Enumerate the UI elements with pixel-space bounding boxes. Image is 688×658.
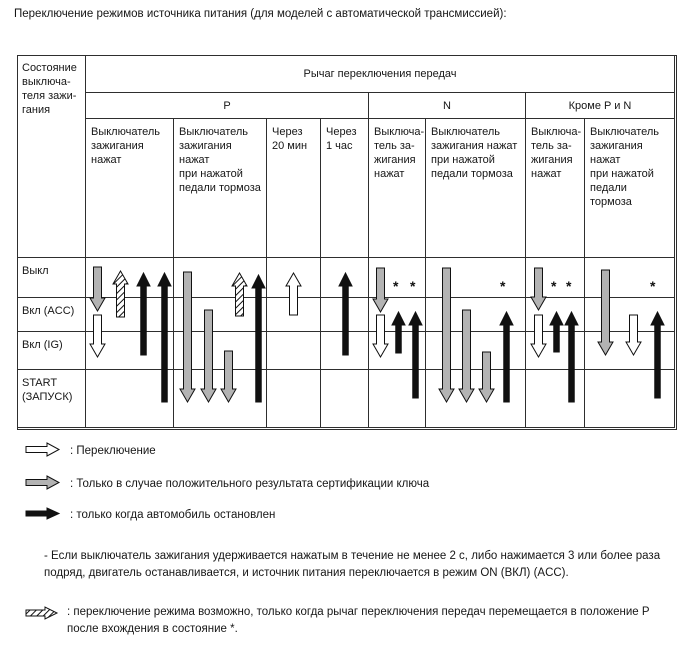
header-group-cell: Кроме P и N bbox=[526, 93, 675, 119]
gray-arrow-down bbox=[178, 271, 196, 404]
header-col-cell: Через 20 мин bbox=[267, 119, 321, 258]
body-cell bbox=[585, 332, 675, 370]
gray-arrow-down bbox=[88, 266, 106, 313]
black-arrow-up bbox=[337, 271, 353, 356]
body-cell bbox=[86, 298, 174, 332]
gray-arrow-down bbox=[596, 269, 614, 357]
legend-stopped-label: : только когда автомобиль остановлен bbox=[70, 509, 276, 521]
body-cell bbox=[86, 332, 174, 370]
black-arrow-up bbox=[135, 271, 151, 356]
body-cell bbox=[86, 370, 174, 428]
white-arrow-down bbox=[371, 314, 389, 359]
body-cell bbox=[585, 258, 675, 298]
header-col-cell: Выключатель зажигания нажат bbox=[86, 119, 174, 258]
header-col-cell: Выключатель зажигания нажат при нажатой … bbox=[426, 119, 526, 258]
body-cell bbox=[267, 332, 321, 370]
header-state-cell: Состояние выключа- теля зажи- гания bbox=[17, 55, 86, 258]
asterisk-marker: * bbox=[410, 278, 416, 294]
white-arrow-right bbox=[25, 442, 61, 457]
body-cell bbox=[526, 370, 585, 428]
legend-key-cert-label: : Только в случае положительного результ… bbox=[70, 478, 430, 490]
body-cell bbox=[86, 258, 174, 298]
row-label-cell: Вкл (IG) bbox=[17, 332, 86, 370]
row-label-cell: START (ЗАПУСК) bbox=[17, 370, 86, 428]
body-cell bbox=[526, 332, 585, 370]
white-arrow-down bbox=[624, 314, 642, 357]
header-gear-lever-cell: Рычаг переключения передач bbox=[86, 55, 675, 93]
body-cell bbox=[174, 298, 267, 332]
body-cell bbox=[526, 258, 585, 298]
header-col-cell: Выключатель зажигания нажат при нажатой … bbox=[174, 119, 267, 258]
body-cell bbox=[426, 258, 526, 298]
row-label-cell: Выкл bbox=[17, 258, 86, 298]
gray-arrow-down bbox=[437, 267, 455, 404]
hatched-arrow-up bbox=[111, 269, 129, 318]
header-col-cell: Выключатель зажигания нажат при нажатой … bbox=[585, 119, 675, 258]
body-cell bbox=[321, 332, 369, 370]
gray-arrow-down bbox=[371, 267, 389, 314]
body-cell bbox=[369, 258, 426, 298]
gray-arrow-right bbox=[25, 475, 61, 490]
black-arrow-up bbox=[250, 273, 266, 403]
gray-arrow-down bbox=[529, 267, 547, 312]
body-cell bbox=[267, 370, 321, 428]
body-cell bbox=[369, 332, 426, 370]
black-arrow-up bbox=[548, 310, 564, 353]
power-mode-table bbox=[17, 55, 677, 430]
legend-switch-label: : Переключение bbox=[70, 445, 156, 457]
asterisk-marker: * bbox=[500, 278, 506, 294]
asterisk-marker: * bbox=[650, 278, 656, 294]
hatched-arrow-up bbox=[230, 271, 248, 317]
body-cell bbox=[321, 370, 369, 428]
body-cell bbox=[174, 370, 267, 428]
body-cell bbox=[426, 370, 526, 428]
black-arrow-right bbox=[25, 507, 61, 520]
body-cell bbox=[174, 258, 267, 298]
asterisk-marker: * bbox=[566, 278, 572, 294]
white-arrow-down bbox=[88, 314, 106, 359]
header-col-cell: Через 1 час bbox=[321, 119, 369, 258]
header-group-cell: P bbox=[86, 93, 369, 119]
white-arrow-up bbox=[284, 271, 302, 316]
asterisk-marker: * bbox=[393, 278, 399, 294]
page-title: Переключение режимов источника питания (… bbox=[14, 8, 507, 20]
black-arrow-up bbox=[156, 271, 172, 403]
gray-arrow-down bbox=[219, 350, 237, 404]
header-col-cell: Выключа- тель за- жигания нажат bbox=[526, 119, 585, 258]
note-text: - Если выключатель зажигания удерживаетс… bbox=[44, 550, 661, 579]
gray-arrow-down bbox=[477, 351, 495, 404]
header-col-cell: Выключа- тель за- жигания нажат bbox=[369, 119, 426, 258]
hatched-arrow-right bbox=[25, 606, 59, 620]
black-arrow-up bbox=[498, 310, 514, 403]
body-cell bbox=[267, 298, 321, 332]
body-cell bbox=[426, 298, 526, 332]
gray-arrow-down bbox=[199, 309, 217, 404]
header-group-cell: N bbox=[369, 93, 526, 119]
gray-arrow-down bbox=[457, 309, 475, 404]
row-label-cell: Вкл (ACC) bbox=[17, 298, 86, 332]
body-cell bbox=[369, 370, 426, 428]
legend-hatched-label: : переключение режима возможно, только к… bbox=[67, 606, 650, 635]
body-cell bbox=[585, 370, 675, 428]
black-arrow-up bbox=[563, 310, 579, 403]
black-arrow-up bbox=[407, 310, 423, 399]
asterisk-marker: * bbox=[551, 278, 557, 294]
body-cell bbox=[174, 332, 267, 370]
black-arrow-up bbox=[649, 310, 665, 399]
body-cell bbox=[426, 332, 526, 370]
white-arrow-down bbox=[529, 314, 547, 359]
black-arrow-up bbox=[390, 310, 406, 354]
